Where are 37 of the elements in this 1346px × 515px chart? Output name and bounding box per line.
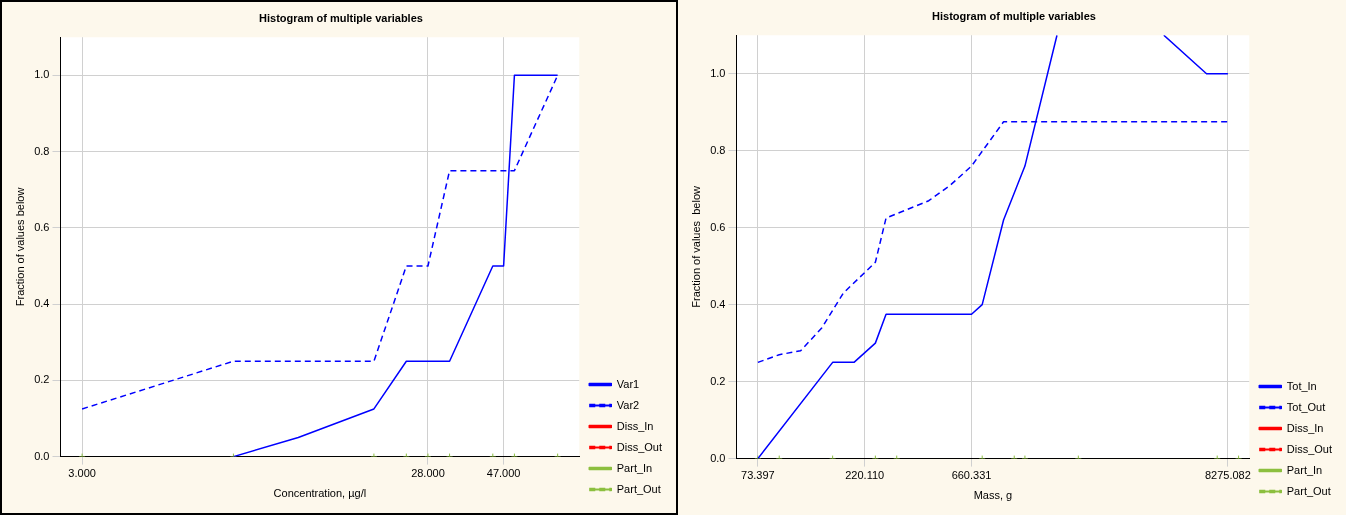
y-tick-label: 1.0 bbox=[34, 68, 50, 81]
y-tick-label: 0.8 bbox=[710, 143, 726, 156]
y-tick-label: 0.4 bbox=[34, 297, 50, 310]
legend-label: Part_Out bbox=[616, 482, 661, 495]
legend-label: Var2 bbox=[616, 398, 640, 411]
legend-label: Part_Out bbox=[1286, 484, 1331, 497]
y-tick-label: 0.0 bbox=[34, 449, 50, 462]
x-axis-title: Concentration, µg/l bbox=[273, 487, 367, 500]
y-tick-label: 0.4 bbox=[710, 297, 726, 310]
x-tick-label: 73.397 bbox=[741, 469, 775, 482]
chart-title: Histogram of multiple variables bbox=[259, 11, 423, 24]
legend-label: Part_In bbox=[616, 461, 653, 474]
legend-label: Diss_Out bbox=[1286, 442, 1333, 455]
legend-label: Tot_In bbox=[1286, 379, 1317, 392]
y-tick-label: 0.0 bbox=[710, 451, 726, 464]
y-axis-title: Fraction of values below bbox=[689, 186, 702, 308]
x-tick-label: 47.000 bbox=[486, 467, 521, 480]
x-tick-label: 28.000 bbox=[411, 467, 445, 480]
chart-title: Histogram of multiple variables bbox=[932, 9, 1096, 22]
x-tick-label: 660.331 bbox=[951, 469, 992, 482]
x-tick-label: 8275.082 bbox=[1204, 469, 1251, 482]
x-tick-label: 3.000 bbox=[68, 467, 96, 480]
legend-label: Diss_Out bbox=[616, 440, 663, 453]
legend-label: Diss_In bbox=[616, 419, 654, 432]
legend-label: Part_In bbox=[1286, 463, 1323, 476]
legend-label: Var1 bbox=[616, 377, 640, 390]
x-tick-label: 220.110 bbox=[845, 469, 885, 482]
y-tick-label: 0.2 bbox=[710, 374, 726, 387]
legend-label: Diss_In bbox=[1286, 421, 1324, 434]
y-tick-label: 0.6 bbox=[34, 220, 50, 233]
y-axis-title: Fraction of values below bbox=[13, 187, 26, 307]
x-axis-title: Mass, g bbox=[973, 489, 1013, 502]
y-tick-label: 0.2 bbox=[34, 373, 50, 386]
y-tick-label: 0.8 bbox=[34, 144, 50, 157]
y-tick-label: 1.0 bbox=[710, 66, 726, 79]
y-tick-label: 0.6 bbox=[710, 220, 726, 233]
legend-label: Tot_Out bbox=[1286, 400, 1326, 413]
